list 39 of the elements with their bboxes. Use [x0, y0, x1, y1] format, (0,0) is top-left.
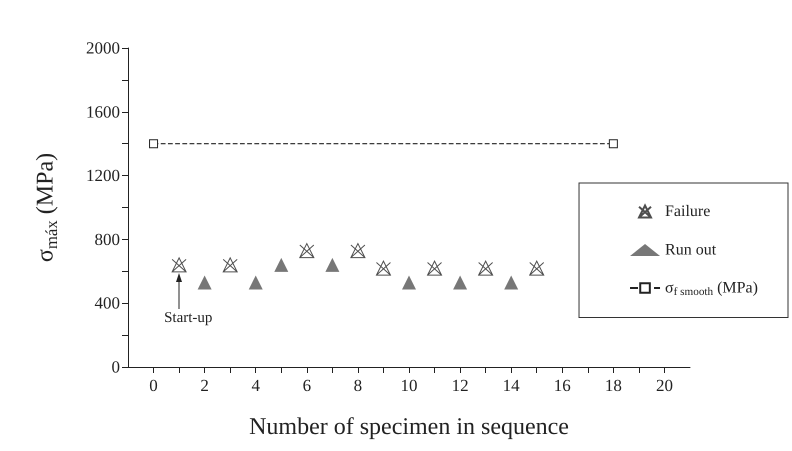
point [172, 257, 187, 272]
point [376, 260, 391, 276]
y-tick-label: 0 [112, 358, 120, 376]
x-tick-label: 12 [452, 376, 469, 395]
y-axis-title: σmáx (MPa) [32, 152, 61, 262]
point [350, 243, 366, 258]
legend-label: Run out [665, 242, 717, 258]
point [149, 139, 158, 148]
point [478, 260, 494, 276]
point [222, 257, 238, 272]
x-tick-label: 10 [400, 376, 418, 395]
point [453, 275, 468, 290]
x-tick-label: 18 [604, 376, 622, 395]
annotation: Start-up [164, 310, 212, 327]
point [299, 243, 314, 258]
y-tick-label: 800 [94, 230, 120, 249]
y-tick-label: 400 [94, 294, 120, 313]
x-tick-label: 6 [302, 376, 312, 395]
point [274, 258, 288, 272]
point [402, 275, 416, 290]
point [325, 258, 340, 272]
x-tick-label: 4 [251, 376, 260, 395]
x-tick-label: 20 [656, 376, 673, 395]
point [504, 275, 518, 290]
x-tick-label: 8 [354, 376, 362, 395]
x-tick-label: 14 [502, 376, 520, 395]
x-tick-label: 16 [554, 376, 571, 395]
point [248, 275, 263, 290]
point [198, 275, 212, 290]
x-axis-title: Number of specimen in sequence [249, 414, 569, 440]
x-tick-label: 2 [200, 376, 209, 395]
point [427, 260, 442, 276]
y-tick-label: 1600 [86, 102, 120, 122]
point [529, 260, 544, 276]
y-tick-label: 2000 [86, 38, 120, 58]
point [608, 139, 618, 148]
legend-label: Failure [665, 203, 710, 220]
x-tick-label: 0 [149, 376, 158, 395]
y-tick-label: 1200 [86, 166, 120, 186]
